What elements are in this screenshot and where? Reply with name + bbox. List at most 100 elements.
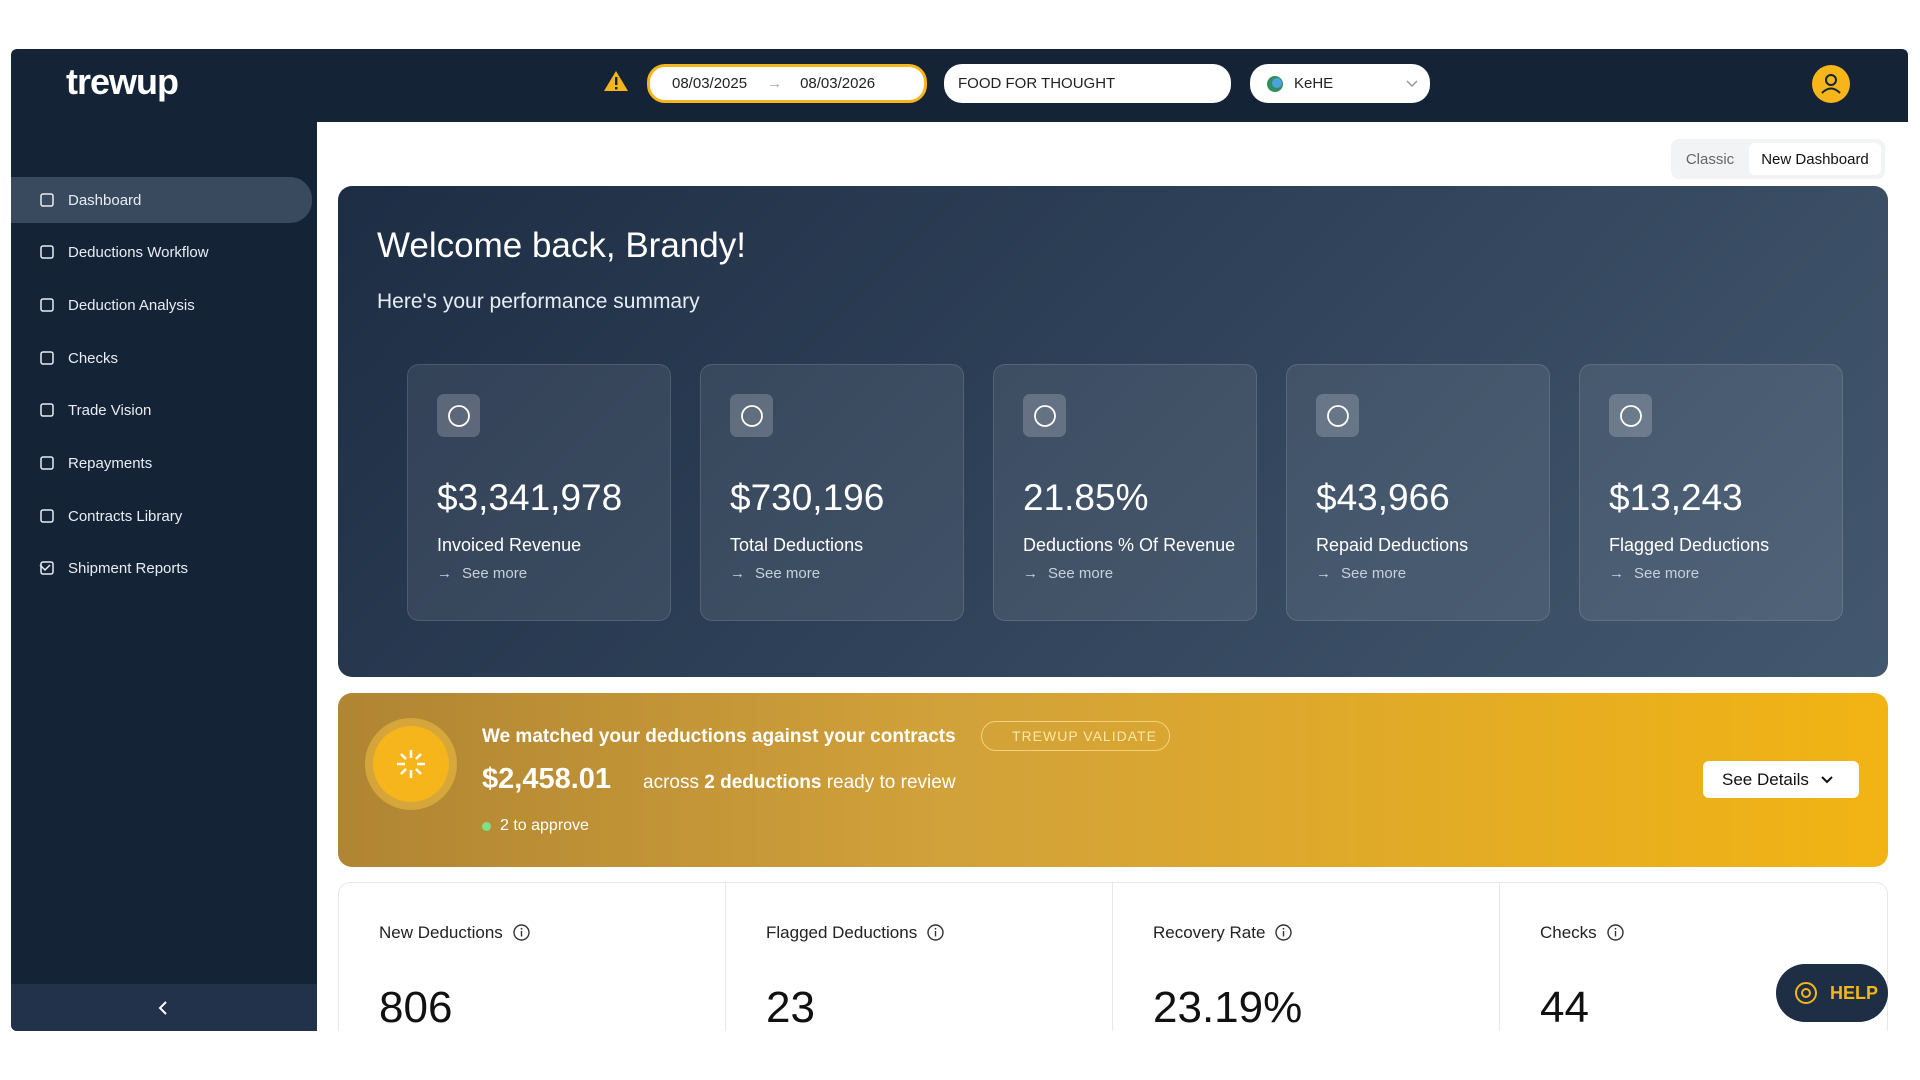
welcome-subtitle: Here's your performance summary [377, 290, 700, 313]
nav-label: Repayments [68, 454, 153, 472]
metric-card[interactable]: $3,341,978 Invoiced Revenue → See more [407, 364, 671, 621]
help-icon [1795, 982, 1817, 1004]
validate-badge: TREWUP VALIDATE [981, 721, 1170, 751]
card-label: Deductions % Of Revenue [1023, 535, 1236, 555]
info-icon[interactable] [1606, 924, 1624, 941]
card-icon-box [1316, 394, 1359, 437]
metric-card[interactable]: 21.85% Deductions % Of Revenue → See more [993, 364, 1257, 621]
card-icon [447, 404, 470, 427]
card-icon [740, 404, 763, 427]
card-value: $43,966 [1316, 477, 1450, 518]
toggle-option[interactable]: Classic [1685, 150, 1735, 168]
card-value: 21.85% [1023, 477, 1149, 518]
metric-card[interactable]: $13,243 Flagged Deductions → See more [1579, 364, 1843, 621]
card-value: $13,243 [1609, 477, 1743, 518]
nav-label: Deductions Workflow [68, 243, 209, 261]
search-text: FOOD FOR THOUGHT [958, 75, 1116, 92]
user-avatar[interactable] [1811, 64, 1851, 104]
app: trewup 08/03/2025 → 08/03/2026 FOOD FOR … [11, 49, 1908, 1031]
nav-item[interactable]: Deduction Analysis [11, 282, 312, 328]
nav-label: Checks [68, 349, 119, 367]
nav-item[interactable]: Repayments [11, 440, 312, 486]
view-toggle: Classic New Dashboard [1671, 139, 1885, 179]
toggle-option[interactable]: New Dashboard [1749, 143, 1881, 175]
text: ready to review [826, 772, 956, 793]
nav-icon [40, 509, 54, 523]
help-text: HELP [1830, 982, 1879, 1003]
arrow: → [1023, 565, 1038, 582]
nav-label: Dashboard [68, 191, 142, 209]
nav-icon [40, 298, 54, 312]
see-more-link[interactable]: → See more [1609, 565, 1699, 582]
info-icon[interactable] [513, 924, 530, 941]
chevron [39, 564, 51, 572]
link-text: See more [1634, 565, 1700, 582]
see-more-link[interactable]: → See more [1316, 565, 1406, 582]
label-text: New Deductions [379, 923, 503, 942]
label-text: Flagged Deductions [766, 923, 918, 942]
banner-text: across 2 deductions ready to review [643, 772, 956, 794]
sidebar: Dashboard Deductions Workflow Deduction An… [11, 122, 317, 1031]
stat-value: 23.19% [1153, 983, 1303, 1031]
link-text: See more [755, 565, 821, 582]
stat-value: 23 [766, 983, 815, 1031]
card-value: $730,196 [730, 477, 885, 518]
chevron [1821, 775, 1833, 783]
stat-label: Recovery Rate [1153, 923, 1293, 943]
warning-icon[interactable] [603, 69, 629, 93]
nav-label: Trade Vision [68, 401, 152, 419]
distributor-select[interactable]: KeHE [1250, 64, 1430, 103]
date-range[interactable]: 08/03/2025 → 08/03/2026 [647, 64, 927, 103]
date-end: 08/03/2026 [800, 75, 876, 92]
chevron [1406, 79, 1418, 87]
stat-label: Checks [1540, 923, 1624, 943]
arrow: → [437, 565, 452, 582]
card-icon-box [437, 394, 480, 437]
see-details-button[interactable]: See Details [1703, 761, 1859, 798]
collapse-bar[interactable] [11, 984, 317, 1031]
card-icon-box [730, 394, 773, 437]
nav-icon [40, 245, 54, 259]
nav-icon [40, 456, 54, 470]
nav-icon [40, 193, 54, 207]
see-more-link[interactable]: → See more [1023, 565, 1113, 582]
date-start: 08/03/2025 [672, 75, 748, 92]
stat-column: Flagged Deductions 23 [726, 883, 1113, 1031]
help-button[interactable]: HELP [1776, 964, 1888, 1022]
metric-card[interactable]: $730,196 Total Deductions → See more [700, 364, 964, 621]
stat-value: 44 [1540, 983, 1589, 1031]
info-icon[interactable] [1275, 924, 1293, 941]
link-text: See more [462, 565, 528, 582]
arrow: → [730, 565, 745, 582]
label-text: Recovery Rate [1153, 923, 1266, 942]
top-bar: trewup 08/03/2025 → 08/03/2026 FOOD FOR … [11, 49, 1908, 122]
nav-label: Shipment Reports [68, 559, 189, 577]
nav-item[interactable]: Dashboard [11, 177, 312, 223]
stat-column: Checks 44 [1500, 883, 1887, 1031]
nav-item[interactable]: Trade Vision [11, 387, 312, 433]
link-text: See more [1341, 565, 1407, 582]
nav-item[interactable]: Shipment Reports [11, 545, 312, 591]
info-icon[interactable] [927, 924, 944, 941]
nav-item[interactable]: Checks [11, 335, 312, 381]
label-text: Checks [1540, 923, 1597, 942]
nav-item[interactable]: Deductions Workflow [11, 229, 312, 275]
search-input[interactable]: FOOD FOR THOUGHT [944, 64, 1231, 103]
stat-label: Flagged Deductions [766, 923, 944, 943]
metric-card[interactable]: $43,966 Repaid Deductions → See more [1286, 364, 1550, 621]
see-more-link[interactable]: → See more [730, 565, 820, 582]
banner-title: We matched your deductions against your … [482, 726, 956, 747]
link-text: See more [1048, 565, 1114, 582]
text: across [643, 772, 699, 793]
nav-icon [40, 403, 54, 417]
sun-icon [365, 718, 457, 810]
card-label: Flagged Deductions [1609, 535, 1770, 555]
stat-value: 806 [379, 983, 453, 1031]
arrow: → [1316, 565, 1331, 582]
distributor-icon [1267, 75, 1283, 92]
see-more-link[interactable]: → See more [437, 565, 527, 582]
nav-label: Deduction Analysis [68, 296, 195, 314]
logo[interactable]: trewup [66, 61, 179, 102]
nav-item[interactable]: Contracts Library [11, 493, 312, 539]
